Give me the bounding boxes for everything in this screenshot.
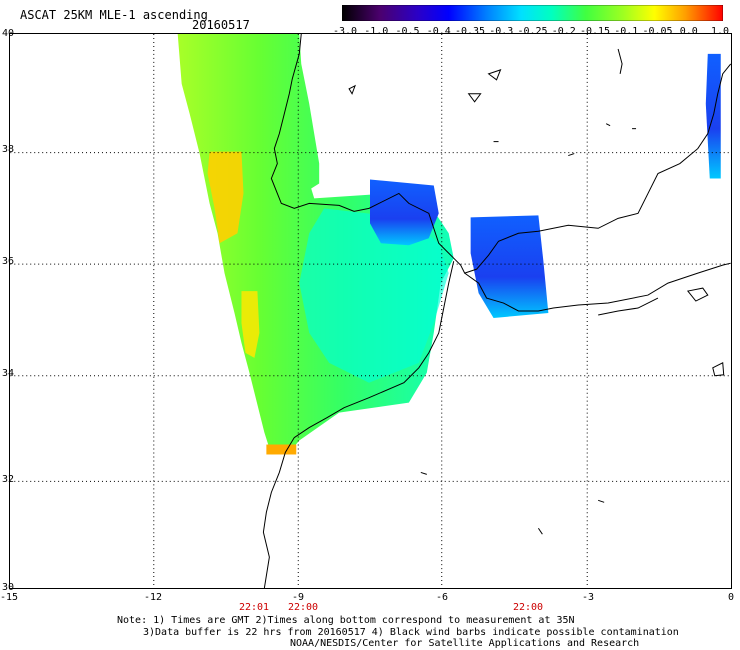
lon-label: -9 — [291, 592, 305, 603]
colorbar-label: -0.2 — [551, 26, 576, 37]
colorbar-label: -0.05 — [642, 26, 673, 37]
graticule — [10, 34, 731, 588]
lat-label: 40 — [2, 28, 15, 39]
colorbar-label: -3.0 — [332, 26, 358, 37]
colorbar-label: -0.5 — [395, 26, 420, 37]
lat-label: 38 — [2, 144, 15, 155]
wind-data-swath — [177, 34, 721, 455]
colorbar-label: 1.0 — [710, 26, 730, 37]
note-line-2: 3)Data buffer is 22 hrs from 20160517 4)… — [143, 627, 679, 638]
note-line-3: NOAA/NESDIS/Center for Satellite Applica… — [290, 638, 640, 649]
lon-label: -3 — [581, 592, 595, 603]
lat-label: 32 — [2, 474, 15, 485]
colorbar-label: 0.0 — [679, 26, 698, 37]
time-label: 22:00 — [512, 602, 544, 613]
time-label: 22:01 — [238, 602, 270, 613]
time-label: 22:00 — [287, 602, 319, 613]
lon-label: -15 — [0, 592, 19, 603]
colorbar-label: -0.35 — [454, 26, 486, 37]
lon-label: -6 — [435, 592, 449, 603]
note-line-1: Note: 1) Times are GMT 2)Times along bot… — [117, 615, 575, 626]
map-plot — [9, 33, 732, 589]
colorbar-label: -0.25 — [517, 26, 548, 37]
lat-label: 36 — [2, 256, 15, 267]
colorbar-label: -0.4 — [426, 26, 451, 37]
colorbar-label: -1.0 — [364, 26, 389, 37]
coastline — [262, 34, 731, 588]
colorbar-label: -0.1 — [614, 26, 639, 37]
lat-label: 34 — [2, 368, 15, 379]
map-date: 20160517 — [192, 18, 250, 32]
lat-label: 30 — [2, 582, 15, 593]
lon-label: 0 — [727, 592, 735, 603]
lon-label: -12 — [143, 592, 163, 603]
colorbar — [342, 5, 723, 21]
colorbar-label: -0.3 — [489, 26, 514, 37]
map-title: ASCAT 25KM MLE-1 ascending — [20, 8, 208, 22]
colorbar-label: -0.15 — [579, 26, 611, 37]
